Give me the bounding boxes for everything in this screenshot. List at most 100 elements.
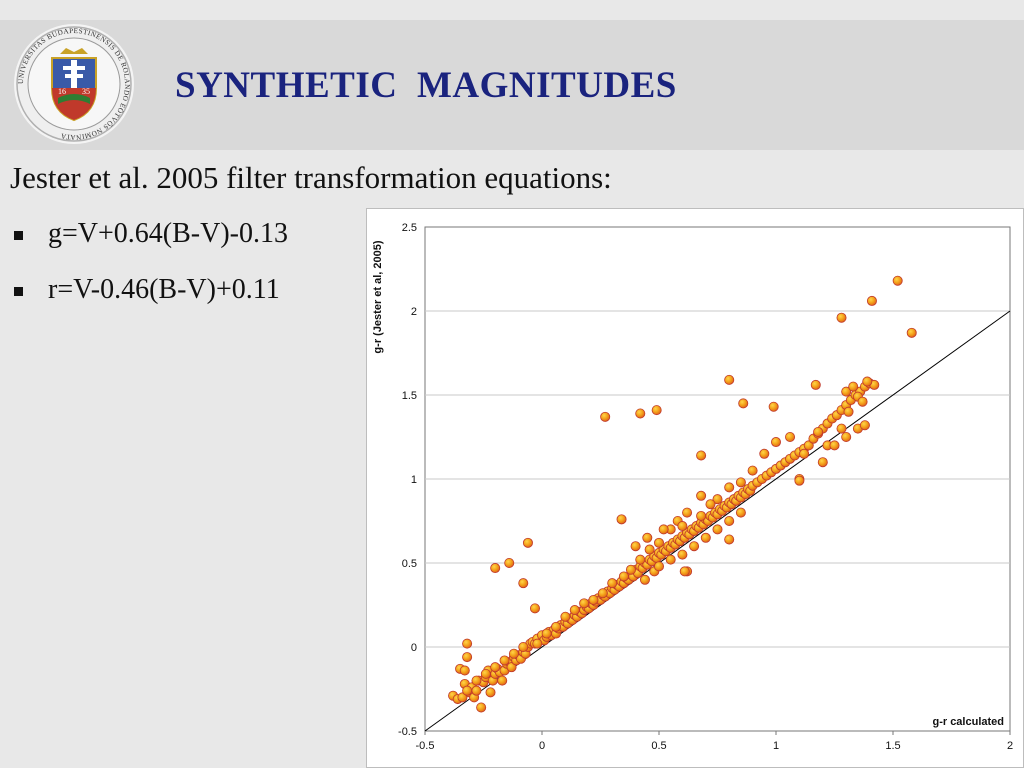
university-seal-logo: UNIVERSITAS BUDAPESTINENSIS DE ROLANDO E…: [14, 24, 134, 144]
data-point: [529, 603, 540, 614]
data-point: [841, 386, 852, 397]
data-point: [712, 524, 723, 535]
data-point: [462, 685, 473, 696]
data-point: [522, 537, 533, 548]
data-point: [799, 448, 810, 459]
data-point: [639, 574, 650, 585]
data-point: [813, 426, 824, 437]
data-point: [770, 437, 781, 448]
data-point: [635, 554, 646, 565]
data-point: [518, 578, 529, 589]
data-point: [700, 532, 711, 543]
equation-text: g=V+0.64(B-V)-0.13: [48, 218, 288, 249]
data-point: [724, 515, 735, 526]
data-point: [597, 588, 608, 599]
seal-year-left: 16: [58, 87, 66, 96]
data-point: [457, 692, 468, 703]
data-point: [679, 566, 690, 577]
data-point: [738, 398, 749, 409]
data-point: [480, 668, 491, 679]
data-point: [785, 431, 796, 442]
data-point: [862, 376, 873, 387]
data-point: [677, 549, 688, 560]
data-point: [635, 408, 646, 419]
data-point: [490, 662, 501, 673]
equation-text: r=V-0.46(B-V)+0.11: [48, 274, 280, 305]
data-point: [653, 537, 664, 548]
data-point: [504, 557, 515, 568]
data-point: [829, 440, 840, 451]
data-point: [579, 598, 590, 609]
data-point: [817, 457, 828, 468]
y-tick-label: 2.5: [402, 222, 417, 234]
data-point: [499, 655, 510, 666]
x-axis-title: g-r calculated: [932, 716, 1004, 728]
x-tick-label: 1: [773, 740, 779, 752]
data-point: [735, 477, 746, 488]
data-point: [836, 312, 847, 323]
data-point: [836, 423, 847, 434]
data-point: [759, 448, 770, 459]
data-point: [560, 611, 571, 622]
y-tick-label: 1.5: [402, 390, 417, 402]
seal-emblem: UNIVERSITAS BUDAPESTINENSIS DE ROLANDO E…: [16, 26, 132, 142]
data-point: [892, 275, 903, 286]
intro-text: Jester et al. 2005 filter transformation…: [10, 160, 612, 195]
data-point: [677, 521, 688, 532]
data-point: [485, 687, 496, 698]
data-point: [518, 641, 529, 652]
data-point: [696, 490, 707, 501]
data-point: [471, 675, 482, 686]
data-point: [810, 379, 821, 390]
data-point: [476, 702, 487, 713]
data-point: [618, 571, 629, 582]
data-point: [658, 524, 669, 535]
y-tick-label: 2: [411, 306, 417, 318]
data-point: [866, 295, 877, 306]
y-tick-label: 1: [411, 474, 417, 486]
data-point: [462, 638, 473, 649]
data-point: [682, 507, 693, 518]
x-tick-label: 1.5: [885, 740, 900, 752]
data-point: [906, 327, 917, 338]
data-point: [541, 628, 552, 639]
data-point: [724, 482, 735, 493]
data-point: [532, 638, 543, 649]
data-point: [625, 564, 636, 575]
data-point: [653, 561, 664, 572]
data-point: [471, 685, 482, 696]
data-point: [459, 665, 470, 676]
data-point: [841, 431, 852, 442]
data-point: [696, 450, 707, 461]
scatter-chart: -0.5 0 0.5 1 1.5 2 2.5 -0.5 0 0.5 1 1.5 2 g-r (Jest…: [366, 208, 1024, 768]
data-point: [630, 541, 641, 552]
title-band: [0, 20, 1024, 150]
data-point: [497, 675, 508, 686]
x-tick-label: -0.5: [416, 740, 435, 752]
data-point: [651, 405, 662, 416]
data-point: [859, 420, 870, 431]
data-point: [696, 510, 707, 521]
data-point: [689, 541, 700, 552]
square-bullet-icon: [14, 287, 23, 296]
x-tick-label: 2: [1007, 740, 1013, 752]
data-point: [712, 494, 723, 505]
data-point: [843, 406, 854, 417]
data-point: [569, 605, 580, 616]
x-tick-label: 0: [539, 740, 545, 752]
data-point: [724, 534, 735, 545]
data-point: [462, 652, 473, 663]
data-point: [803, 440, 814, 451]
y-tick-label: -0.5: [398, 726, 417, 738]
data-point: [747, 465, 758, 476]
y-tick-label: 0.5: [402, 558, 417, 570]
y-tick-label: 0: [411, 642, 417, 654]
data-point: [600, 411, 611, 422]
slide-title: SYNTHETIC MAGNITUDES: [175, 65, 677, 106]
data-point: [508, 648, 519, 659]
data-point: [665, 554, 676, 565]
data-point: [724, 374, 735, 385]
data-point: [768, 401, 779, 412]
data-point: [644, 544, 655, 555]
data-point: [705, 499, 716, 510]
